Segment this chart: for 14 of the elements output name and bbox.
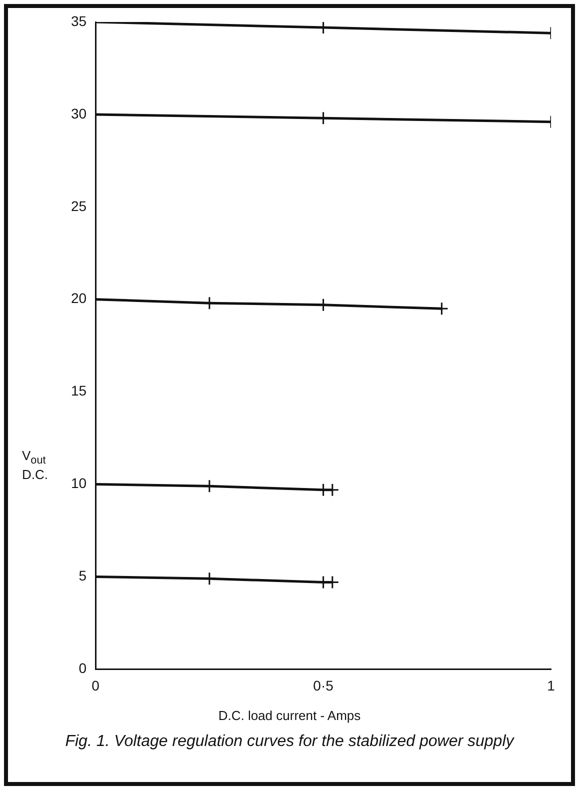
y-tick-label: 5	[78, 568, 87, 584]
y-tick-label: 25	[70, 198, 87, 214]
x-tick-label: 1	[547, 677, 556, 694]
x-tick-label: 0	[92, 677, 100, 694]
y-axis-title: V$_{out}$ D.C.	[22, 448, 49, 482]
y-tick-label: 35	[70, 12, 87, 29]
y-tick-label: 10	[70, 475, 87, 492]
x-tick-label: 0·5	[313, 677, 334, 694]
y-tick-label: 20	[70, 290, 87, 306]
x-axis-title: D.C. load current - Amps	[217, 708, 362, 723]
y-tick-label: 30	[70, 105, 87, 122]
text: Fig. 1. Voltage regulation curves for the stabilized power supply	[64, 733, 516, 751]
y-tick-label: 15	[70, 382, 87, 399]
y-tick-label: 0	[78, 660, 87, 676]
